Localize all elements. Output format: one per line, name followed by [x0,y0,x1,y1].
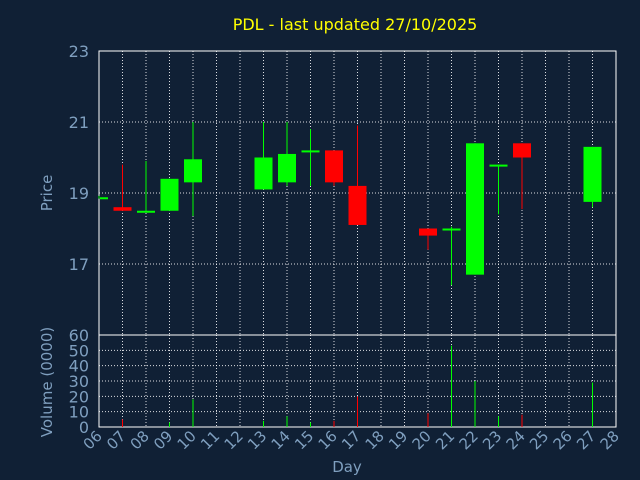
candle-body [100,197,108,200]
day-tick-label: 21 [432,427,458,453]
day-tick-label: 18 [362,427,388,453]
volume-tick-label: 50 [69,341,89,360]
day-tick-label: 07 [103,427,129,453]
price-tick-label: 23 [69,42,89,61]
day-tick-label: 08 [127,427,153,453]
day-tick-label: 11 [197,427,223,453]
candle-body [489,164,508,167]
price-axis-label: Price [38,175,56,212]
day-tick-label: 13 [244,427,270,453]
volume-panel: 0102030405060060708091011121314151617181… [69,326,623,453]
candle-body [325,150,343,183]
candle-body [137,210,155,213]
day-tick-label: 10 [174,427,200,453]
volume-tick-label: 60 [69,326,89,345]
chart-title: PDL - last updated 27/10/2025 [233,15,478,34]
volume-axis-label: Volume (0000) [38,327,56,437]
day-tick-label: 15 [291,427,317,453]
volume-tick-label: 20 [69,387,89,406]
candle-body [348,185,367,225]
day-tick-label: 12 [221,427,247,453]
day-tick-label: 26 [550,427,576,453]
day-tick-label: 22 [456,427,482,453]
day-tick-label: 19 [385,427,411,453]
candle-body [466,143,484,275]
day-tick-label: 16 [315,427,341,453]
candle-body [513,143,531,158]
day-tick-label: 24 [503,427,529,453]
day-tick-label: 20 [409,427,435,453]
candle-body [113,207,132,211]
candle-body [160,178,179,211]
day-tick-label: 09 [150,427,176,453]
price-panel: 17 19 21 23 [69,42,617,336]
candle-body [278,153,296,183]
candle-body [442,228,461,231]
candle-body [184,159,202,183]
volume-tick-label: 0 [79,418,89,437]
volume-tick-label: 40 [69,357,89,376]
candle-body [254,157,273,190]
day-tick-label: 28 [597,427,623,453]
price-tick-label: 21 [69,113,89,132]
candle-body [583,146,602,202]
day-tick-label: 17 [338,427,364,453]
volume-tick-label: 30 [69,372,89,391]
day-tick-label: 25 [526,427,552,453]
candle-body [419,228,437,236]
day-tick-label: 23 [479,427,505,453]
price-tick-label: 17 [69,255,89,274]
day-tick-label: 14 [268,427,294,453]
day-tick-label: 27 [573,427,599,453]
price-tick-label: 19 [69,184,89,203]
day-axis-label: Day [332,458,362,476]
candle-body [301,150,320,153]
volume-tick-label: 10 [69,403,89,422]
